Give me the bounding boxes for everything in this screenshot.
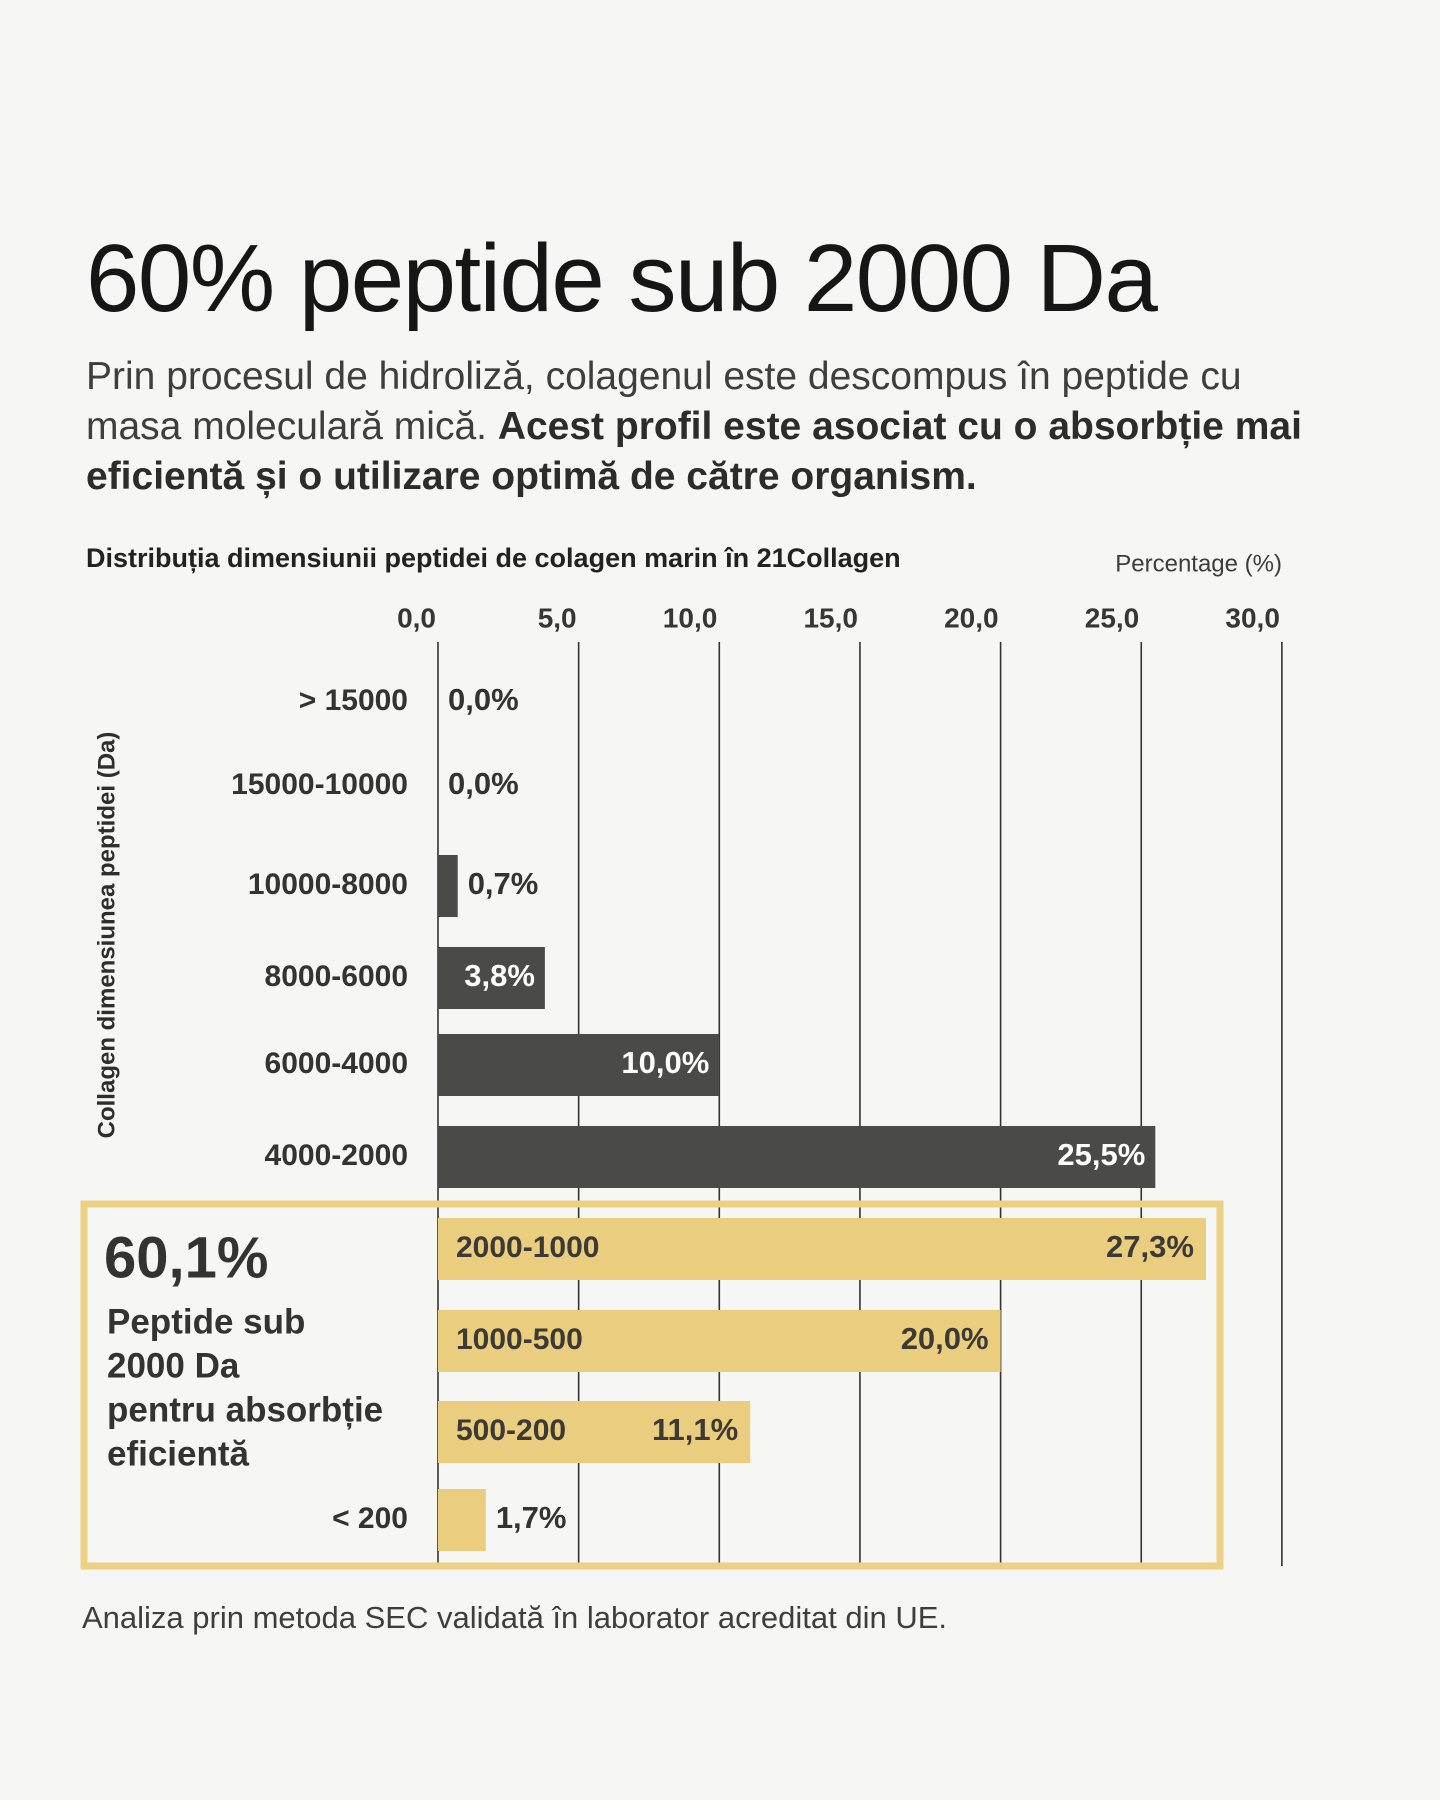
- bar-value-label: 3,8%: [464, 958, 535, 993]
- bar-value-label: 0,0%: [448, 766, 519, 801]
- x-tick-label: 25,0: [1085, 602, 1140, 633]
- intro-paragraph: Prin procesul de hidroliză, colagenul es…: [86, 352, 1326, 502]
- bar: [438, 947, 545, 1009]
- category-label: 6000-4000: [265, 1047, 408, 1080]
- bar-value-label: 25,5%: [1057, 1137, 1145, 1172]
- x-tick-label: 5,0: [538, 602, 577, 633]
- x-axis-label: Percentage (%): [1115, 550, 1282, 577]
- category-label: 15000-10000: [231, 768, 408, 801]
- highlight-caption-line: pentru absorbție: [107, 1390, 383, 1429]
- intro-bold-text: Acest profil este asociat cu o absorbție…: [86, 405, 1302, 498]
- bar: [438, 1401, 751, 1463]
- bar-value-label: 1,7%: [496, 1500, 567, 1535]
- highlight-caption-line: eficientă: [107, 1434, 250, 1473]
- highlight-caption-line: Peptide sub: [107, 1302, 305, 1341]
- bar-value-label: 0,7%: [468, 866, 539, 901]
- x-tick-label: 30,0: [1225, 602, 1280, 633]
- intro-regular-text: Prin procesul de hidroliză, colagenul es…: [86, 355, 1242, 448]
- bar-value-label: 20,0%: [901, 1321, 989, 1356]
- bar-value-label: 0,0%: [448, 682, 519, 717]
- bar-value-label: 27,3%: [1106, 1229, 1194, 1264]
- y-axis-label: Collagen dimensiunea peptidei (Da): [93, 732, 120, 1139]
- x-tick-label: 10,0: [663, 602, 718, 633]
- x-tick-label: 15,0: [803, 602, 858, 633]
- highlight-caption-line: 2000 Da: [107, 1346, 240, 1385]
- highlight-box: [80, 1200, 1224, 1570]
- headline: 60% peptide sub 2000 Da: [86, 225, 1158, 332]
- category-label: 8000-6000: [265, 960, 408, 993]
- category-label: 10000-8000: [248, 868, 408, 901]
- category-label: > 15000: [299, 684, 408, 717]
- category-label: 1000-500: [456, 1323, 583, 1356]
- chart-title: Distribuția dimensiunii peptidei de cola…: [86, 543, 901, 573]
- bar: [438, 855, 458, 917]
- category-label: 500-200: [456, 1414, 566, 1447]
- x-tick-label: 20,0: [944, 602, 999, 633]
- category-label: 2000-1000: [456, 1231, 599, 1264]
- bar: [438, 1310, 1001, 1372]
- category-label: 4000-2000: [265, 1139, 408, 1172]
- bar: [438, 1126, 1156, 1188]
- x-tick-label: 0,0: [397, 602, 436, 633]
- bar: [438, 1489, 486, 1551]
- footnote: Analiza prin metoda SEC validată în labo…: [82, 1600, 948, 1635]
- bar: [438, 1034, 720, 1096]
- highlight-total-value: 60,1%: [104, 1225, 268, 1290]
- bar-value-label: 11,1%: [652, 1412, 738, 1447]
- category-label: < 200: [332, 1502, 408, 1535]
- bar: [438, 1218, 1206, 1280]
- bar-value-label: 10,0%: [621, 1045, 709, 1080]
